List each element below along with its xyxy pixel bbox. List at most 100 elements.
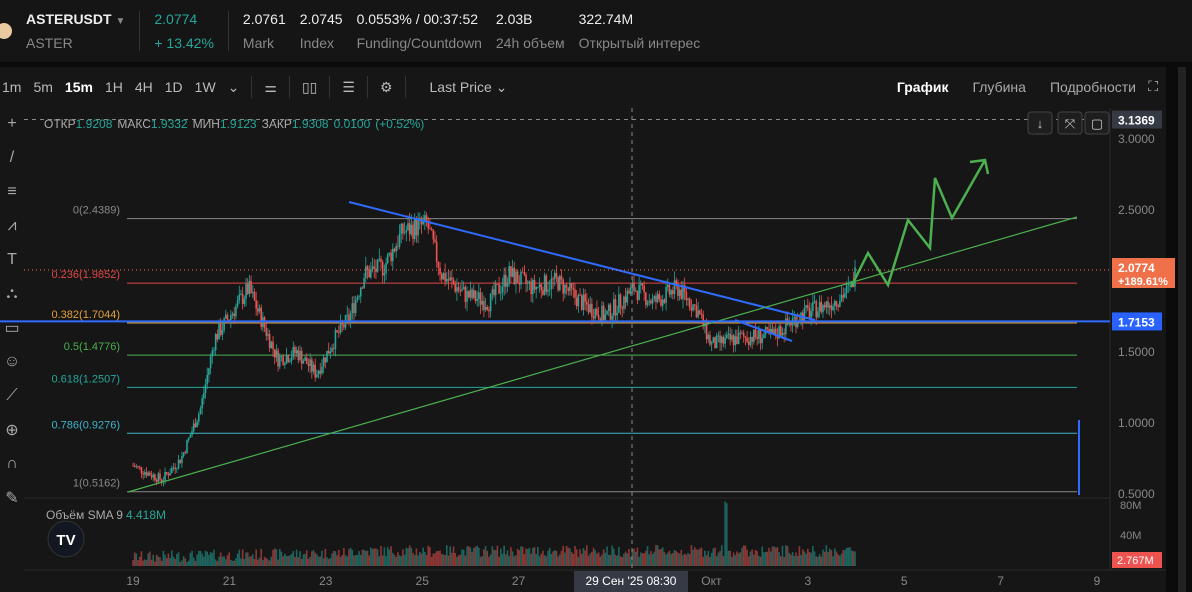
volume-bar	[257, 559, 259, 566]
price-type-select[interactable]: Last Price ⌄	[429, 78, 508, 95]
volume-bar	[498, 556, 500, 566]
view-tab-0[interactable]: График	[896, 79, 949, 95]
emoji-tool-icon[interactable]: ☺	[3, 353, 21, 370]
candle-body	[651, 298, 654, 304]
trendline-tool-icon[interactable]: /	[9, 149, 15, 166]
zoom-in-icon[interactable]: ⊕	[5, 422, 19, 439]
candle-body	[579, 295, 581, 296]
candle-type-icon[interactable]: ▯▯	[301, 78, 318, 95]
volume-bar	[503, 545, 505, 566]
text-tool-icon[interactable]: T	[7, 251, 17, 268]
candle-body	[176, 468, 178, 470]
candle-body	[197, 413, 200, 422]
interval-4H[interactable]: 4H	[134, 79, 153, 95]
candle-body	[302, 360, 305, 364]
candle-body	[203, 392, 205, 399]
volume-bar	[580, 553, 583, 566]
candle-body	[159, 473, 161, 480]
last-price: 2.0774	[154, 11, 198, 27]
interval-1m[interactable]: 1m	[2, 79, 22, 95]
candle-body	[753, 329, 755, 342]
candle-body	[810, 310, 812, 318]
time-tick: 5	[901, 574, 908, 588]
candle-body	[744, 336, 747, 338]
volume-bar	[744, 545, 747, 566]
volume-bar	[700, 547, 703, 566]
volume-bar	[231, 560, 234, 566]
volume-bar	[547, 550, 549, 566]
candle-body	[737, 332, 740, 345]
candle-body	[402, 223, 404, 234]
volume-bar	[469, 547, 472, 566]
reset-view-button[interactable]	[1084, 111, 1110, 135]
fullscreen-icon[interactable]: ⛶	[1148, 78, 1158, 94]
interval-1H[interactable]: 1H	[104, 79, 123, 95]
price-type-label: Last Price	[429, 78, 492, 95]
candle-body	[604, 314, 607, 321]
candle-body	[469, 289, 472, 298]
shapes-tool-icon[interactable]: ⛬	[6, 285, 18, 302]
volume-bar	[702, 556, 705, 566]
volume-bar	[289, 555, 291, 566]
volume-bar	[341, 555, 343, 566]
candle-body	[380, 258, 382, 262]
volume-bar	[722, 556, 725, 566]
volume-bar	[712, 548, 715, 566]
candle-body	[596, 308, 598, 315]
fib-tool-icon[interactable]: ≡	[7, 183, 17, 200]
measure-tool-icon[interactable]: ▭	[4, 320, 20, 337]
interval-1D[interactable]: 1D	[164, 79, 183, 95]
interval-15m[interactable]: 15m	[64, 79, 93, 95]
ruler-tool-icon[interactable]: ⟋	[6, 387, 18, 404]
crosshair-tool-icon[interactable]: +	[7, 115, 17, 132]
candle-body	[246, 283, 249, 294]
candle-body	[478, 292, 480, 300]
more-intervals-chevron-icon[interactable]: ⌄	[227, 78, 240, 95]
candle-body	[356, 297, 359, 301]
scrollbar[interactable]	[1178, 67, 1186, 592]
symbol-selector[interactable]: ASTERUSDT ▼ ASTER	[26, 11, 125, 51]
volume-bar	[390, 546, 392, 566]
lock-drawing-icon[interactable]: ✎	[5, 490, 19, 507]
volume-value: 4.418M	[126, 508, 166, 522]
candle-body	[412, 224, 414, 240]
candle-body	[656, 294, 659, 302]
volume-bar	[505, 554, 507, 566]
volume-bar	[683, 553, 686, 566]
interval-5m[interactable]: 5m	[33, 79, 53, 95]
candle-body	[650, 300, 652, 304]
pattern-tool-icon[interactable]: ⩘	[7, 217, 17, 234]
indicator-settings-icon[interactable]: ⚌	[264, 78, 277, 95]
collapse-button[interactable]	[1057, 111, 1083, 135]
candle-body	[550, 278, 553, 290]
candle-body	[140, 467, 143, 474]
candle-body	[742, 332, 745, 337]
interval-1W[interactable]: 1W	[194, 79, 216, 95]
volume-bar	[375, 548, 377, 566]
view-tab-2[interactable]: Подробности	[1049, 79, 1136, 95]
view-tab-1[interactable]: Глубина	[972, 79, 1026, 95]
volume-bar	[810, 552, 812, 566]
magnet-icon[interactable]: ∩	[6, 455, 18, 472]
volume-bar	[491, 546, 494, 566]
candle-body	[413, 219, 416, 240]
volume-bar	[592, 547, 595, 566]
candle-body	[562, 279, 564, 294]
indicators-list-icon[interactable]: ☰	[342, 78, 355, 95]
volume-bar	[801, 549, 804, 566]
candle-body	[781, 333, 784, 336]
scroll-down-button[interactable]	[1027, 111, 1053, 135]
candle-body	[415, 219, 418, 236]
volume-bar	[670, 553, 672, 566]
candle-body	[673, 280, 676, 294]
volume-bar	[629, 556, 632, 566]
candle-body	[368, 270, 370, 278]
candle-body	[295, 350, 298, 354]
candle-body	[290, 356, 293, 361]
gear-icon[interactable]: ⚙	[379, 78, 393, 95]
volume-bar	[383, 547, 386, 566]
candle-body	[184, 452, 187, 454]
candle-body	[160, 479, 163, 483]
stat-label: Открытый интерес	[578, 35, 701, 51]
